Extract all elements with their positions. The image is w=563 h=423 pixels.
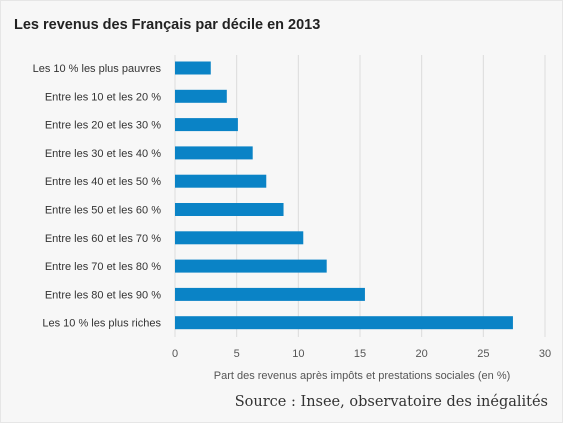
bar [175, 231, 304, 245]
category-label: Entre les 40 et les 50 % [45, 176, 161, 188]
category-label: Entre les 20 et les 30 % [45, 120, 161, 132]
bar [175, 259, 327, 273]
x-tick-label: 15 [354, 348, 366, 360]
bar [175, 118, 238, 132]
bar [175, 61, 211, 75]
category-label: Les 10 % les plus pauvres [33, 63, 162, 75]
bar [175, 316, 513, 330]
x-tick-label: 20 [416, 348, 428, 360]
category-labels: Les 10 % les plus pauvres Entre les 10 et… [33, 63, 162, 330]
category-label: Entre les 10 et les 20 % [45, 91, 161, 103]
x-tick-label: 0 [172, 348, 178, 360]
category-label: Entre les 80 et les 90 % [45, 289, 161, 301]
bar [175, 146, 253, 160]
category-label: Entre les 30 et les 40 % [45, 148, 161, 160]
bar [175, 203, 284, 216]
x-axis-label: Part des revenus après impôts et prestat… [214, 370, 511, 382]
category-label: Entre les 70 et les 80 % [45, 261, 161, 273]
bar [175, 287, 365, 301]
bar [175, 89, 227, 103]
x-tick-label: 10 [292, 348, 304, 360]
x-tick-label: 5 [234, 348, 240, 360]
bars [175, 61, 513, 330]
category-label: Entre les 50 et les 60 % [45, 205, 161, 217]
x-tick-label: 25 [477, 348, 489, 360]
chart-title: Les revenus des Français par décile en 2… [14, 17, 321, 33]
x-tick-label: 30 [539, 348, 551, 360]
source-note: Source : Insee, observatoire des inégali… [234, 394, 548, 410]
category-label: Entre les 60 et les 70 % [45, 233, 161, 245]
x-tick-labels: 0 5 10 15 20 25 30 [172, 348, 551, 360]
category-label: Les 10 % les plus riches [42, 318, 161, 330]
bar [175, 174, 267, 188]
